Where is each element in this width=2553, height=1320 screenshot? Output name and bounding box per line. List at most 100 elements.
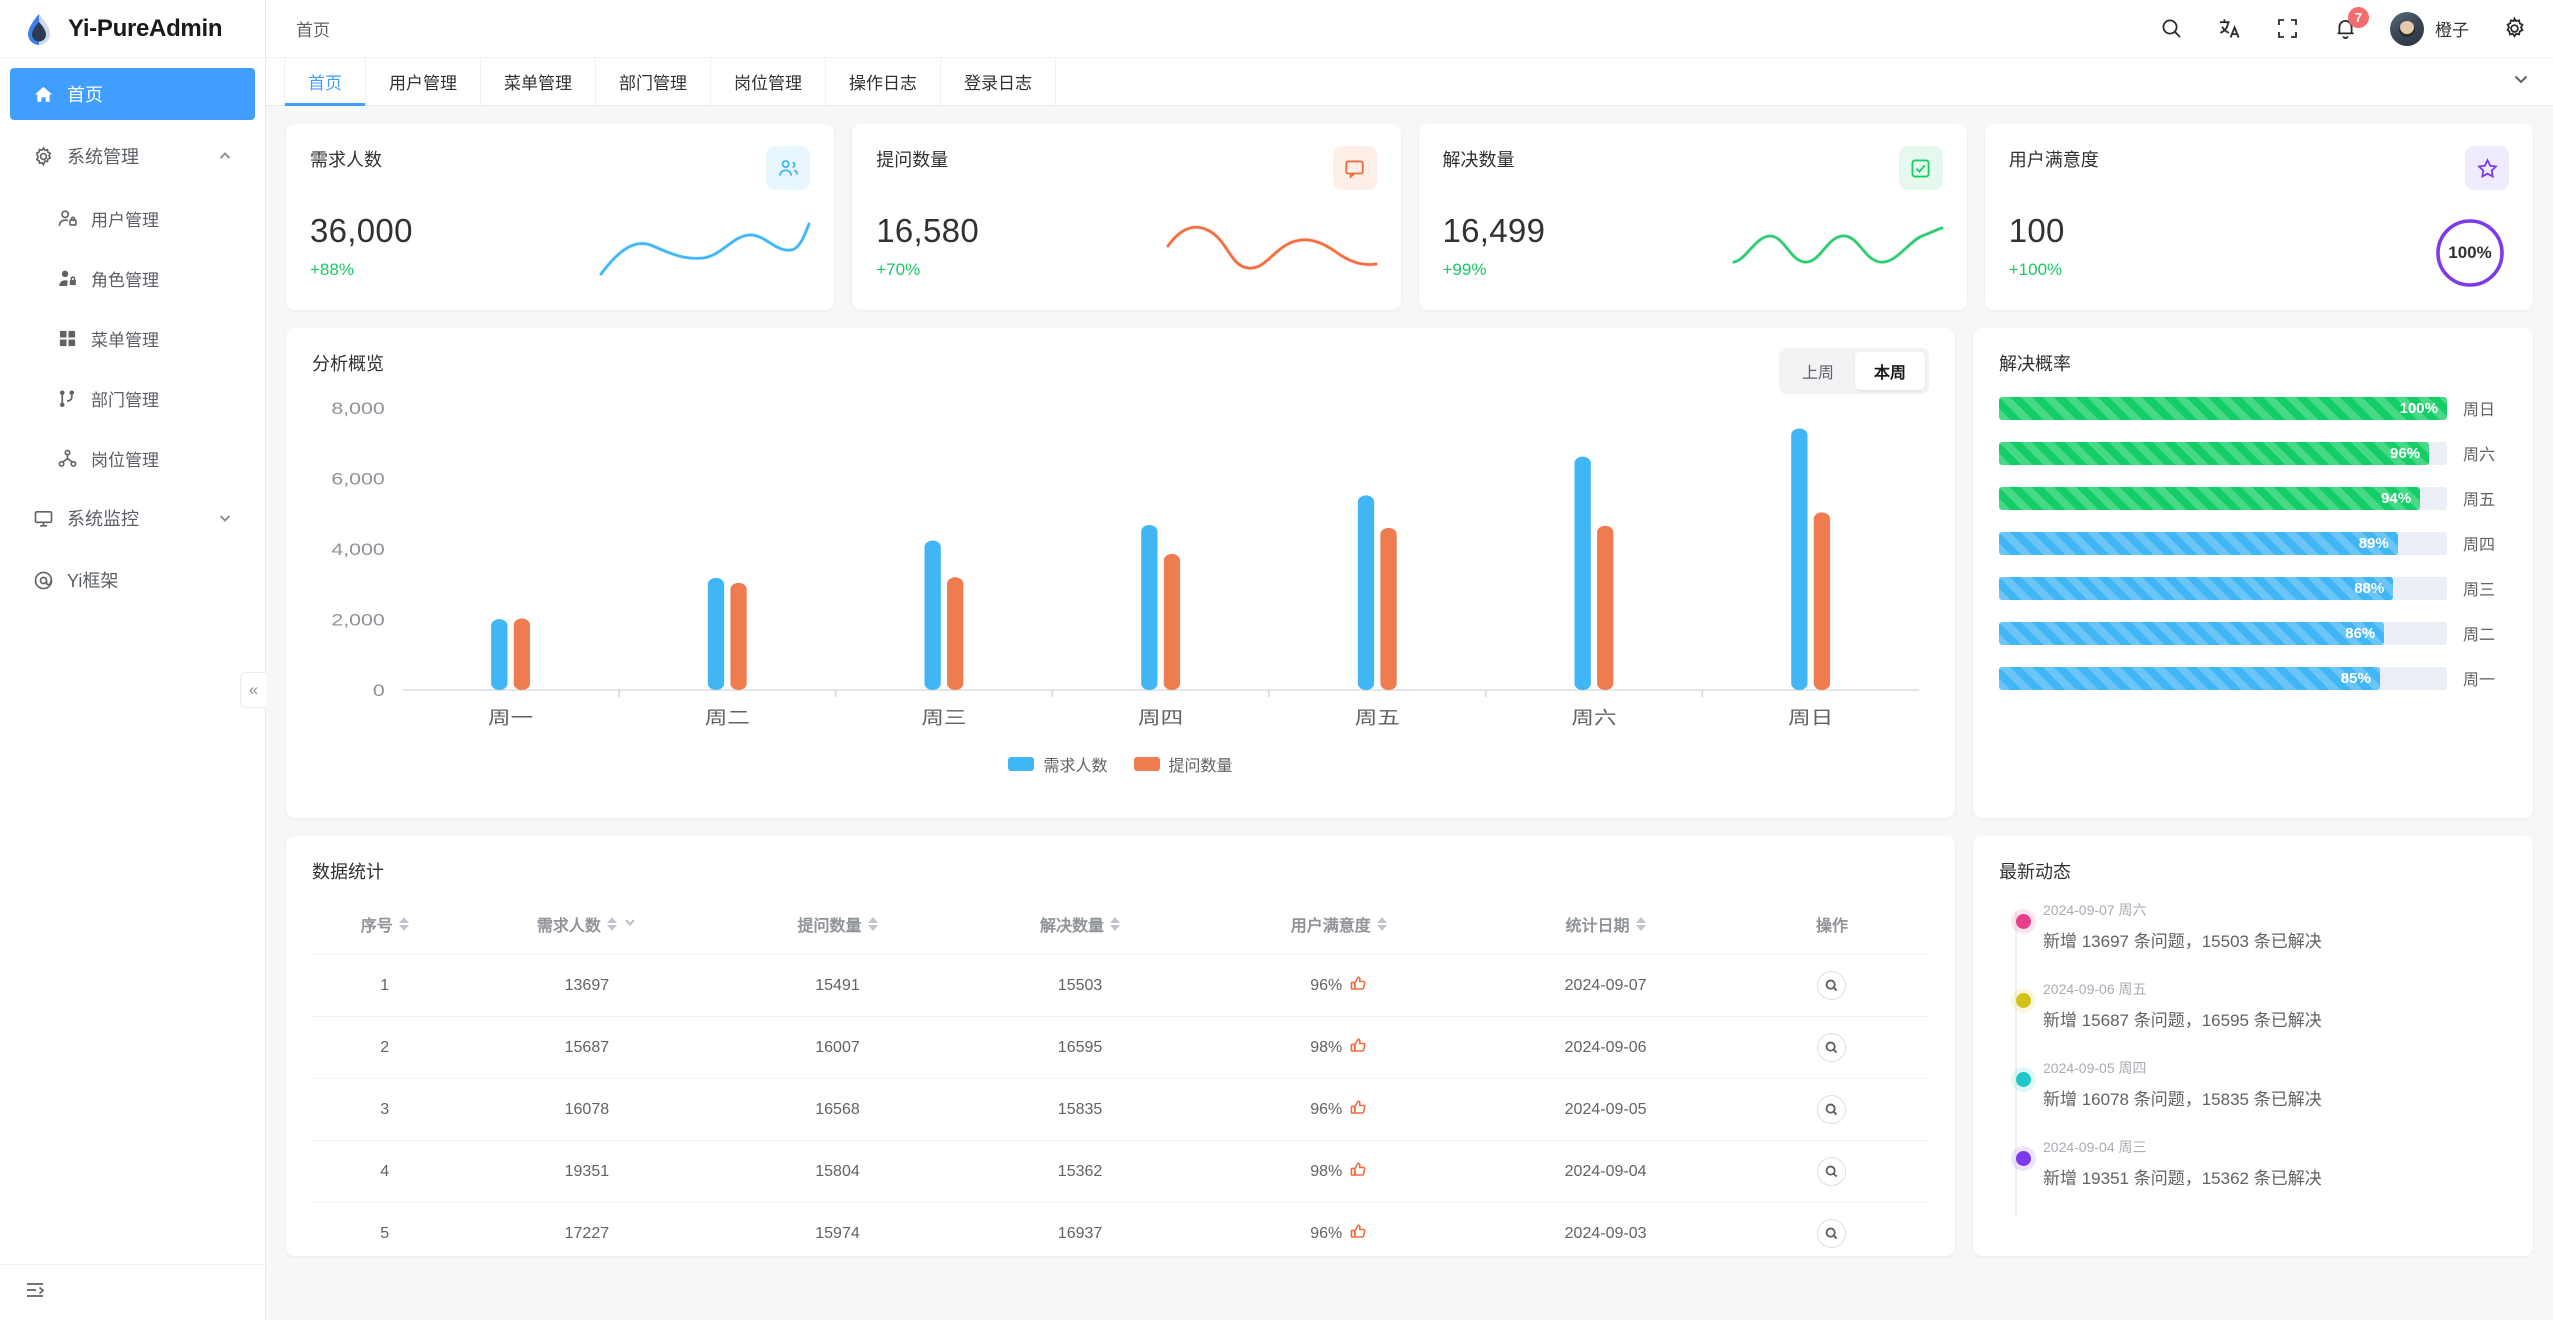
star-icon <box>2465 146 2509 190</box>
bell-icon[interactable]: 7 <box>2332 6 2369 42</box>
sidebar-item-system-monitor[interactable]: 系统监控 <box>10 492 255 544</box>
sidebar-item-menu-management[interactable]: 菜单管理 <box>10 312 255 364</box>
user-menu[interactable]: 橙子 <box>2390 11 2469 46</box>
sort-icon[interactable] <box>1376 917 1387 931</box>
row-search-button[interactable] <box>1817 1033 1847 1062</box>
thumbs-up-icon <box>1350 1099 1367 1121</box>
legend-item-questions[interactable]: 提问数量 <box>1133 752 1233 776</box>
sort-icon[interactable] <box>398 917 409 931</box>
cell-questions: 16007 <box>716 1016 959 1079</box>
progress-value: 88% <box>2354 579 2385 597</box>
cell-no: 3 <box>312 1078 458 1141</box>
stat-delta: +88% <box>310 260 354 279</box>
cell-questions: 16568 <box>716 1078 959 1141</box>
legend-item-demand[interactable]: 需求人数 <box>1008 752 1108 776</box>
progress-track: 100% <box>1999 396 2447 420</box>
progress-row: 86% 周二 <box>1999 621 2507 645</box>
cell-demand: 13697 <box>457 954 717 1017</box>
row-search-button[interactable] <box>1817 971 1847 1000</box>
table-row[interactable]: 4 19351 15804 15362 98% 2024-09-04 <box>312 1140 1929 1203</box>
chevron-down-icon[interactable] <box>217 510 233 526</box>
table-row[interactable]: 3 16078 16568 15835 96% 2024-09-05 <box>312 1078 1929 1141</box>
brand[interactable]: Yi-PureAdmin <box>0 0 265 58</box>
search-icon[interactable] <box>2158 16 2184 42</box>
tab-user-management[interactable]: 用户管理 <box>366 58 481 105</box>
stat-value: 36,000 <box>310 212 413 249</box>
svg-text:4,000: 4,000 <box>331 541 384 560</box>
column-header-date[interactable]: 统计日期 <box>1476 900 1735 955</box>
table-row[interactable]: 2 15687 16007 16595 98% 2024-09-06 <box>312 1016 1929 1079</box>
chevron-up-icon[interactable] <box>217 148 233 164</box>
sort-icon[interactable] <box>1635 917 1646 931</box>
column-header-no[interactable]: 序号 <box>312 900 458 955</box>
cell-satisfaction: 96% <box>1201 954 1477 1017</box>
cell-resolved: 15503 <box>958 954 1202 1017</box>
table-row[interactable]: 1 13697 15491 15503 96% 2024-09-07 <box>312 954 1929 1017</box>
sidebar-item-role-management[interactable]: 角色管理 <box>10 252 255 304</box>
timeline-item: 2024-09-07 周六 新增 13697 条问题，15503 条已解决 <box>2007 900 2507 979</box>
column-header-resolved[interactable]: 解决数量 <box>959 900 1202 955</box>
progress-fill: 100% <box>1999 396 2447 420</box>
settings-gear-icon[interactable] <box>2501 16 2527 42</box>
table-row[interactable]: 5 17227 15974 16937 96% 2024-09-03 <box>312 1202 1929 1256</box>
cell-action <box>1734 1016 1929 1079</box>
tab-operation-log[interactable]: 操作日志 <box>826 58 941 105</box>
fullscreen-icon[interactable] <box>2274 16 2300 42</box>
segment-last-week[interactable]: 上周 <box>1801 365 1834 382</box>
tabbar-more-button[interactable] <box>2489 58 2553 105</box>
row-search-button[interactable] <box>1817 1219 1847 1248</box>
card-title: 解决概率 <box>1999 354 2071 374</box>
sort-icon[interactable] <box>867 917 878 931</box>
sidebar-item-department-management[interactable]: 部门管理 <box>10 372 255 424</box>
sidebar-item-user-management[interactable]: 用户管理 <box>10 192 255 244</box>
progress-label: 周四 <box>2463 537 2496 554</box>
chevron-down-icon[interactable] <box>623 915 637 934</box>
cell-no: 1 <box>312 954 458 1017</box>
ring-label: 100% <box>2448 243 2492 262</box>
stat-value: 16,499 <box>1442 212 1546 249</box>
column-header-action: 操作 <box>1735 900 1929 955</box>
segment-this-week[interactable]: 本周 <box>1854 352 1925 390</box>
column-label: 解决数量 <box>1040 918 1105 935</box>
stat-cards: 需求人数 36,000 +88% <box>286 124 2533 310</box>
sidebar-item-home[interactable]: 首页 <box>10 68 255 120</box>
svg-text:0: 0 <box>373 682 385 701</box>
table-body: 1 13697 15491 15503 96% 2024-09-07 2 15687 16007… <box>312 954 1929 1256</box>
cell-resolved: 16595 <box>958 1016 1202 1079</box>
timeline-text: 新增 16078 条问题，15835 条已解决 <box>2043 1090 2322 1109</box>
column-header-satisfaction[interactable]: 用户满意度 <box>1201 900 1476 955</box>
row-search-button[interactable] <box>1817 1157 1847 1186</box>
sidebar-footer[interactable] <box>0 1264 265 1320</box>
users-icon <box>766 146 811 190</box>
tab-department-management[interactable]: 部门管理 <box>596 58 711 105</box>
card-title: 分析概览 <box>312 354 384 374</box>
cell-demand: 19351 <box>457 1140 717 1203</box>
stat-card-resolved: 解决数量 16,499 +99% <box>1418 124 1967 310</box>
satisfaction-value: 98% <box>1310 1162 1343 1180</box>
main-area: 首页 7 橙子 <box>266 0 2553 1320</box>
column-header-demand[interactable]: 需求人数 <box>458 900 717 955</box>
sparkline-chart <box>597 216 812 282</box>
sidebar-collapse-button[interactable]: « <box>240 672 266 708</box>
sort-icon[interactable] <box>1110 917 1121 931</box>
tab-post-management[interactable]: 岗位管理 <box>711 58 826 105</box>
thumbs-up-icon <box>1350 975 1367 997</box>
timeline-date: 2024-09-07 周六 <box>2043 902 2147 918</box>
sidebar-item-post-management[interactable]: 岗位管理 <box>10 432 255 484</box>
cell-satisfaction: 96% <box>1201 1202 1477 1256</box>
row-search-button[interactable] <box>1817 1095 1847 1124</box>
breadcrumb[interactable]: 首页 <box>296 21 330 40</box>
tab-login-log[interactable]: 登录日志 <box>941 58 1056 105</box>
column-header-questions[interactable]: 提问数量 <box>716 900 959 955</box>
translate-icon[interactable] <box>2216 16 2242 42</box>
tab-label: 登录日志 <box>964 74 1032 93</box>
sidebar-item-yi-framework[interactable]: Yi框架 <box>10 554 255 606</box>
cell-date: 2024-09-05 <box>1476 1078 1735 1141</box>
tab-label: 菜单管理 <box>504 74 572 93</box>
sort-icon[interactable] <box>606 917 617 931</box>
tab-home[interactable]: 首页 <box>284 58 366 106</box>
sidebar-item-system-management[interactable]: 系统管理 <box>10 130 255 182</box>
tab-menu-management[interactable]: 菜单管理 <box>481 58 596 105</box>
bar-chart: 0 2,000 4,000 6,000 8,000 周一 周二 周三 周四 周五 周六 周日 <box>312 398 1929 738</box>
progress-label: 周日 <box>2463 402 2496 419</box>
